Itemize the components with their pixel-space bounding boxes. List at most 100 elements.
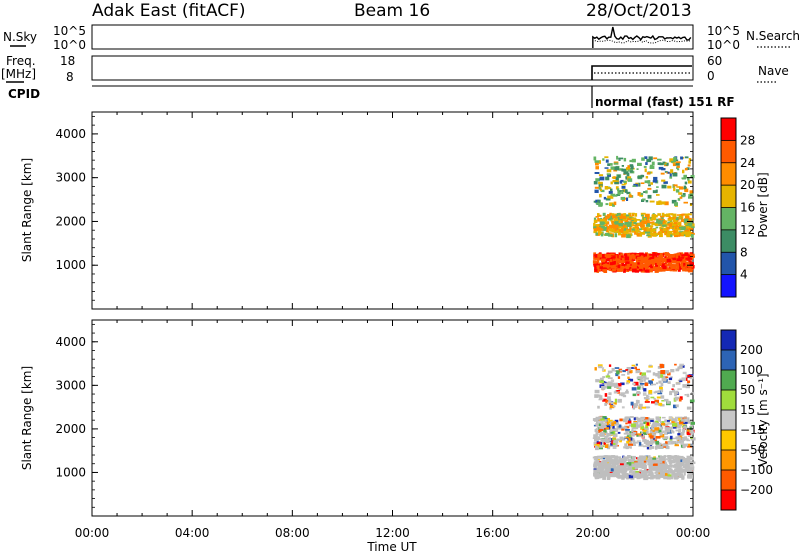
scatter-cell bbox=[618, 424, 622, 428]
scatter-cell bbox=[654, 471, 659, 474]
scatter-cell bbox=[680, 459, 683, 462]
time-tick-label: 20:00 bbox=[576, 526, 611, 540]
scatter-cell bbox=[661, 260, 665, 264]
scatter-cell bbox=[598, 460, 603, 463]
scatter-cell bbox=[614, 181, 619, 185]
y-tick-label: 4000 bbox=[55, 127, 86, 141]
scatter-cell bbox=[607, 377, 613, 379]
scatter-cell bbox=[660, 421, 663, 424]
scatter-cell bbox=[593, 466, 596, 469]
scatter-cell bbox=[594, 254, 599, 258]
scatter-cell bbox=[631, 423, 636, 428]
scatter-cell bbox=[599, 467, 605, 471]
scatter-cell bbox=[606, 470, 610, 474]
scatter-cell bbox=[642, 475, 647, 478]
scatter-cell bbox=[615, 177, 619, 181]
scatter-cell bbox=[610, 468, 614, 472]
scatter-cell bbox=[689, 399, 695, 403]
scatter-cell bbox=[647, 444, 650, 447]
scatter-cell bbox=[672, 257, 677, 261]
scatter-cell bbox=[636, 400, 640, 404]
scatter-cell bbox=[607, 370, 611, 374]
scatter-cell bbox=[684, 423, 687, 427]
scatter-cell bbox=[684, 464, 689, 469]
scatter-cell bbox=[671, 420, 675, 424]
scatter-cell bbox=[633, 262, 638, 266]
scatter-cell bbox=[601, 228, 605, 231]
scatter-cell bbox=[689, 465, 693, 470]
scatter-cell bbox=[639, 267, 644, 270]
scatter-cell bbox=[646, 228, 650, 232]
scatter-cell bbox=[620, 461, 625, 464]
scatter-cell bbox=[614, 221, 620, 225]
velocity-panel: 1000 2000 3000 4000 Slant Range [km] bbox=[20, 319, 696, 517]
scatter-cell bbox=[605, 176, 610, 181]
scatter-cell bbox=[688, 463, 694, 468]
scatter-cell bbox=[642, 419, 645, 422]
scatter-cell bbox=[594, 186, 600, 189]
scatter-cell bbox=[678, 268, 681, 271]
scatter-cell bbox=[673, 231, 677, 235]
nave-label: Nave bbox=[758, 64, 789, 78]
scatter-cell bbox=[631, 266, 634, 270]
scatter-cell bbox=[597, 253, 602, 258]
scatter-cell bbox=[598, 445, 603, 448]
scatter-cell bbox=[679, 226, 682, 229]
scatter-cell bbox=[611, 459, 614, 462]
scatter-cell bbox=[597, 218, 600, 222]
power-colorbar: 28 24 20 16 12 8 4 Power [dB] bbox=[720, 117, 770, 298]
scatter-cell bbox=[673, 259, 677, 262]
scatter-cell bbox=[607, 381, 613, 384]
scatter-cell bbox=[595, 379, 600, 383]
scatter-cell bbox=[656, 258, 661, 262]
scatter-cell bbox=[668, 213, 674, 215]
scatter-cell bbox=[679, 461, 685, 465]
scatter-cell bbox=[662, 462, 668, 465]
scatter-cell bbox=[647, 461, 651, 464]
scatter-cell bbox=[621, 215, 627, 219]
scatter-cell bbox=[661, 257, 666, 261]
scatter-cell bbox=[680, 259, 684, 262]
scatter-cell bbox=[670, 376, 673, 379]
scatter-cell bbox=[688, 265, 693, 268]
scatter-cell bbox=[667, 372, 671, 376]
scatter-cell bbox=[599, 266, 603, 270]
scatter-cell bbox=[687, 465, 691, 468]
scatter-cell bbox=[660, 364, 664, 369]
scatter-cell bbox=[686, 431, 691, 436]
scatter-cell bbox=[594, 475, 599, 478]
scatter-cell bbox=[598, 183, 603, 188]
scatter-cell bbox=[682, 268, 688, 272]
scatter-cell bbox=[611, 469, 617, 473]
scatter-cell bbox=[619, 469, 622, 472]
scatter-cell bbox=[605, 421, 609, 426]
scatter-cell bbox=[677, 198, 681, 201]
scatter-cell bbox=[670, 169, 674, 173]
scatter-cell bbox=[658, 264, 661, 268]
scatter-cell bbox=[628, 212, 631, 217]
velocity-colorbar-tick-label: −100 bbox=[740, 463, 773, 477]
scatter-cell bbox=[622, 224, 625, 228]
scatter-cell bbox=[645, 162, 648, 165]
scatter-cell bbox=[627, 178, 633, 182]
scatter-cell bbox=[645, 200, 649, 203]
scatter-cell bbox=[603, 422, 607, 425]
scatter-cell bbox=[683, 461, 688, 464]
scatter-cell bbox=[599, 380, 605, 383]
scatter-cell bbox=[676, 216, 680, 219]
scatter-cell bbox=[609, 428, 612, 432]
scatter-cell bbox=[684, 218, 689, 222]
scatter-cell bbox=[604, 393, 608, 397]
scatter-cell bbox=[595, 166, 599, 170]
scatter-cell bbox=[620, 427, 625, 429]
scatter-cell bbox=[647, 469, 650, 474]
scatter-cell bbox=[621, 190, 624, 194]
scatter-cell bbox=[616, 460, 621, 463]
scatter-cell bbox=[616, 474, 620, 478]
scatter-cell bbox=[598, 257, 603, 260]
velocity-colorbar-swatch bbox=[721, 430, 736, 451]
scatter-cell bbox=[599, 194, 602, 198]
scatter-cell bbox=[630, 165, 634, 170]
scatter-cell bbox=[686, 463, 691, 466]
